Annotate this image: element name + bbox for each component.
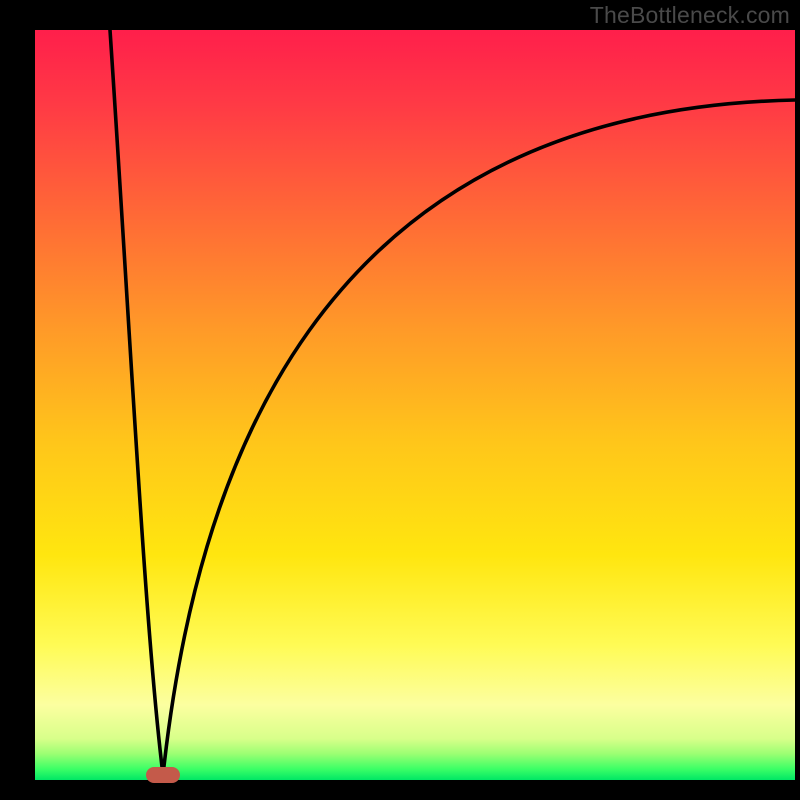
curve-layer (35, 30, 795, 780)
plot-area (35, 30, 795, 780)
watermark-text: TheBottleneck.com (590, 2, 790, 29)
bottleneck-curve (110, 30, 795, 775)
chart-frame: TheBottleneck.com (0, 0, 800, 800)
optimal-marker (146, 767, 180, 783)
